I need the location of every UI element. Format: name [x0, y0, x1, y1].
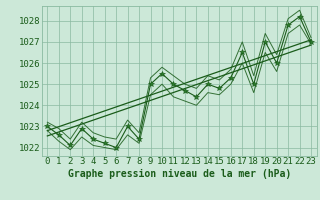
X-axis label: Graphe pression niveau de la mer (hPa): Graphe pression niveau de la mer (hPa) [68, 169, 291, 179]
